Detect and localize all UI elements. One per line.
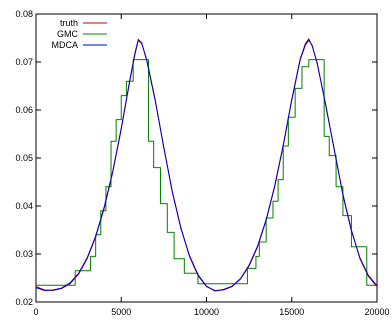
series-truth-line: [35, 39, 378, 291]
x-tick-label: 0: [33, 307, 38, 317]
legend-label-truth: truth: [60, 18, 78, 28]
series-mdca-line: [35, 38, 378, 292]
y-tick-label: 0.06: [15, 105, 33, 115]
x-tick-label: 10000: [194, 307, 219, 317]
x-tick-label: 5000: [111, 307, 131, 317]
series-layer: [35, 38, 378, 292]
y-tick-label: 0.07: [15, 57, 33, 67]
legend-label-gmc: GMC: [57, 29, 78, 39]
axis-ticks: 0 5000 10000 15000 20000 0.02 0.03 0.04 0.05 0.06…: [15, 9, 389, 317]
y-tick-label: 0.08: [15, 9, 33, 19]
x-tick-label: 15000: [279, 307, 304, 317]
y-tick-label: 0.02: [15, 297, 33, 307]
y-tick-label: 0.05: [15, 153, 33, 163]
y-tick-label: 0.04: [15, 201, 33, 211]
x-tick-label: 20000: [364, 307, 389, 317]
series-gmc-line: [36, 59, 377, 286]
y-tick-label: 0.03: [15, 249, 33, 259]
legend-label-mdca: MDCA: [52, 40, 79, 50]
